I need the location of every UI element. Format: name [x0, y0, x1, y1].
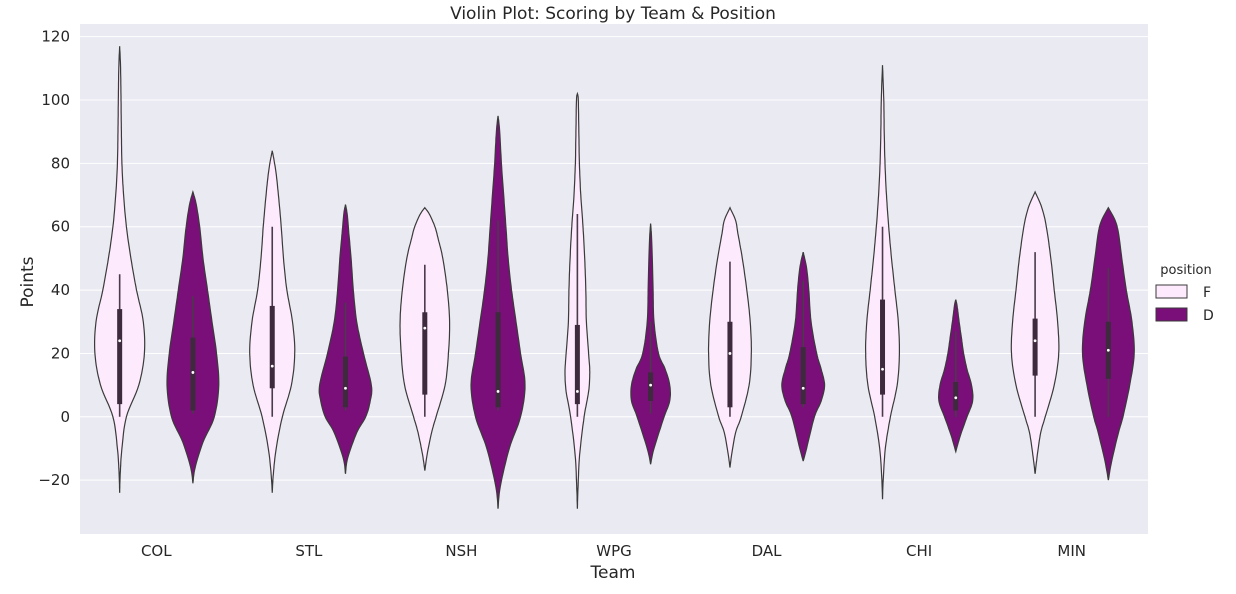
x-tick-label: COL: [141, 542, 172, 560]
violin-iqr-box: [1032, 318, 1038, 376]
violin-iqr-box: [574, 324, 580, 405]
y-tick-label: 0: [60, 408, 70, 426]
y-tick-label: −20: [38, 471, 70, 489]
violin-iqr-box: [495, 312, 501, 408]
x-tick-label: NSH: [445, 542, 477, 560]
x-axis-label: Team: [590, 563, 636, 583]
x-tick-labels: COL STL NSH WPG DAL CHI MIN: [141, 542, 1086, 560]
violin-iqr-box: [727, 321, 733, 408]
violin-iqr-box: [880, 299, 886, 395]
legend-label-F: F: [1203, 285, 1211, 301]
legend-swatch-F: [1155, 284, 1188, 299]
y-tick-label: 60: [51, 218, 70, 236]
y-axis-label: Points: [18, 256, 38, 307]
violin-median: [496, 390, 500, 393]
legend-title: position: [1160, 263, 1212, 278]
legend-label-D: D: [1203, 308, 1214, 324]
violin-median: [649, 383, 653, 387]
x-tick-label: DAL: [752, 542, 783, 560]
legend-swatch-D: [1155, 307, 1188, 322]
violin-iqr-box: [800, 347, 806, 405]
violin-median: [191, 371, 195, 374]
violin-median: [575, 390, 579, 393]
y-tick-labels: −20 0 20 40 60 80 100 120: [38, 28, 70, 489]
y-tick-label: 100: [41, 91, 70, 109]
violin-median: [344, 386, 347, 390]
y-tick-label: 20: [51, 344, 70, 362]
legend-items: FD: [1155, 284, 1214, 324]
violin-median: [1033, 339, 1037, 343]
violin-median: [881, 367, 884, 371]
violin-iqr-box: [648, 372, 654, 401]
violin-median: [954, 396, 958, 400]
violin-iqr-box: [190, 337, 196, 411]
violin-median: [801, 386, 805, 390]
plot-background: [80, 24, 1148, 534]
x-tick-label: MIN: [1057, 542, 1086, 560]
y-tick-label: 80: [51, 154, 70, 172]
violin-median: [270, 364, 274, 368]
violin-iqr-box: [269, 305, 275, 389]
violin-iqr-box: [422, 312, 428, 395]
violins: [94, 46, 1135, 509]
violin-median: [728, 352, 732, 355]
violin-iqr-box: [117, 309, 123, 405]
y-tick-label: 120: [41, 28, 70, 46]
violin-median: [118, 339, 122, 343]
chart-title: Violin Plot: Scoring by Team & Position: [450, 4, 776, 24]
legend: position FD: [1155, 263, 1214, 324]
x-tick-label: CHI: [906, 542, 932, 560]
x-tick-label: WPG: [596, 542, 632, 560]
violin-median: [1106, 348, 1110, 352]
x-tick-label: STL: [295, 542, 323, 560]
violin-iqr-box: [953, 381, 959, 411]
violin-iqr-box: [342, 356, 348, 408]
violin-median: [423, 326, 427, 330]
violin-F-COL: [94, 46, 146, 493]
y-tick-label: 40: [51, 281, 70, 299]
